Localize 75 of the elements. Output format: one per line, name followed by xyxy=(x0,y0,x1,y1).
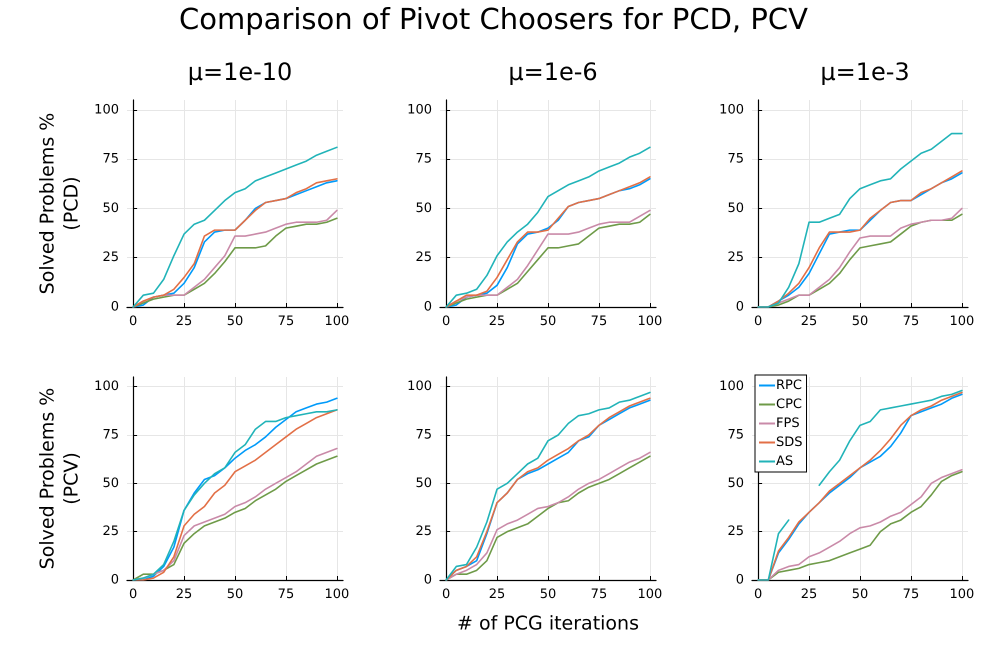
y-tick-label: 50 xyxy=(102,200,119,216)
y-tick-label: 0 xyxy=(736,572,744,588)
line-series xyxy=(757,132,963,308)
x-tick-label: 25 xyxy=(176,314,192,329)
legend-label: FPS xyxy=(776,416,800,431)
x-tick-label: 100 xyxy=(637,314,662,329)
y-tick-label: 100 xyxy=(719,379,744,394)
x-tick-label: 75 xyxy=(278,587,294,602)
legend-label: AS xyxy=(776,454,794,469)
y-tick-label: 0 xyxy=(736,300,744,314)
y-tick-label: 0 xyxy=(110,300,119,314)
y-tick-label: 25 xyxy=(727,524,744,540)
x-tick-label: 0 xyxy=(754,587,762,602)
text: Comparison of Pivot Choosers for PCD, PCV xyxy=(178,2,809,36)
y-tick-label: 25 xyxy=(102,250,119,266)
y-tick-label: 50 xyxy=(727,200,744,216)
y-tick-label: 25 xyxy=(415,524,432,540)
x-tick-label: 25 xyxy=(488,587,506,602)
x-tick-label: 50 xyxy=(852,314,868,329)
y-tick-label: 50 xyxy=(415,476,432,491)
x-tick-label: 100 xyxy=(949,587,974,602)
x-tick-label: 100 xyxy=(637,587,662,602)
legend-label: RPC xyxy=(776,378,802,393)
y-tick-label: 50 xyxy=(727,476,744,491)
y-tick-label: 75 xyxy=(727,428,744,442)
x-tick-label: 0 xyxy=(128,314,138,329)
y-tick-label: 100 xyxy=(407,102,432,118)
y-tick-label: 100 xyxy=(407,379,432,394)
x-tick-label: 75 xyxy=(278,314,294,329)
chart-title: μ=1e-10 xyxy=(188,58,292,86)
x-tick-label: 0 xyxy=(128,587,138,602)
x-tick-label: 25 xyxy=(800,314,818,329)
y-tick-label: 50 xyxy=(415,200,432,216)
x-tick-label: 25 xyxy=(176,587,192,602)
chart-title: μ=1e-6 xyxy=(508,58,598,86)
x-tick-label: 75 xyxy=(902,587,920,602)
y-tick-label: 0 xyxy=(424,572,432,588)
x-tick-label: 50 xyxy=(226,587,244,602)
line-series xyxy=(445,146,651,308)
x-tick-label: 75 xyxy=(590,587,608,602)
x-tick-label: 0 xyxy=(442,314,450,329)
y-tick-label: 100 xyxy=(94,379,119,394)
x-tick-label: 50 xyxy=(540,587,556,602)
x-tick-label: 50 xyxy=(852,587,868,602)
y-tick-label: 75 xyxy=(102,428,119,442)
y-tick-label: 0 xyxy=(424,300,432,314)
x-tick-label: 0 xyxy=(442,587,450,602)
y-tick-label: 75 xyxy=(727,152,744,167)
y-tick-label: 50 xyxy=(102,476,119,491)
x-tick-label: 75 xyxy=(590,314,608,329)
legend-label: SDS xyxy=(776,435,803,450)
y-tick-label: 25 xyxy=(727,250,744,266)
x-axis-title: # of PCG iterations xyxy=(457,612,639,634)
y-tick-label: 75 xyxy=(415,428,432,442)
line-series xyxy=(132,146,338,308)
x-tick-label: 100 xyxy=(324,587,350,602)
y-tick-label: 25 xyxy=(415,250,432,266)
x-tick-label: 100 xyxy=(949,314,974,329)
chart-title: μ=1e-3 xyxy=(820,58,910,86)
y-tick-label: 75 xyxy=(102,152,119,167)
x-tick-label: 100 xyxy=(324,314,350,329)
y-tick-label: 100 xyxy=(719,102,744,118)
legend-label: CPC xyxy=(776,397,802,412)
x-tick-label: 25 xyxy=(488,314,506,329)
x-tick-label: 50 xyxy=(540,314,556,329)
y-axis-title: Solved Problems % (PCD) xyxy=(36,112,82,294)
y-axis-title: Solved Problems % (PCV) xyxy=(36,388,82,570)
y-tick-label: 0 xyxy=(110,572,119,588)
x-tick-label: 75 xyxy=(902,314,920,329)
y-tick-label: 25 xyxy=(102,524,119,540)
y-tick-label: 100 xyxy=(94,102,119,118)
x-tick-label: 0 xyxy=(754,314,762,329)
y-tick-label: 75 xyxy=(415,152,432,167)
x-tick-label: 25 xyxy=(800,587,818,602)
x-tick-label: 50 xyxy=(226,314,244,329)
